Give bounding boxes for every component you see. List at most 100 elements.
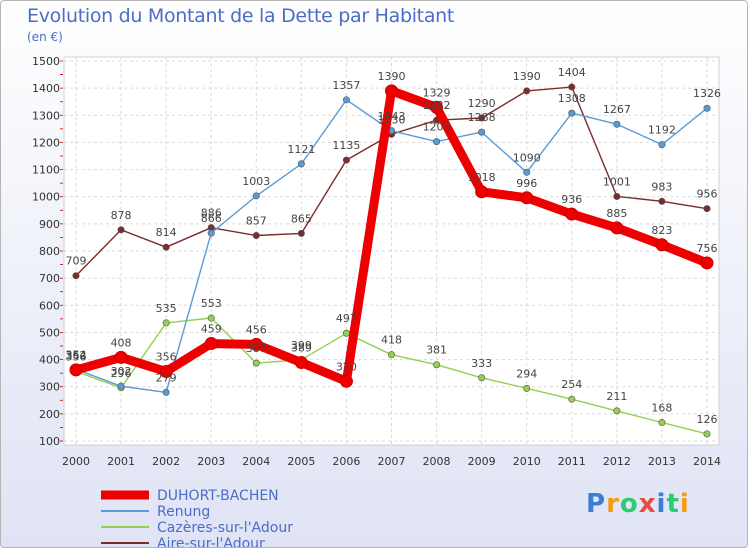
y-tick-label: 400 <box>39 354 60 367</box>
data-point <box>252 192 260 200</box>
data-label: 1018 <box>468 171 496 184</box>
data-point <box>700 256 714 270</box>
data-point <box>159 365 173 379</box>
data-label: 1230 <box>378 113 406 126</box>
x-tick-label: 2009 <box>468 455 496 468</box>
data-label: 1308 <box>558 92 586 105</box>
data-point <box>162 388 170 396</box>
data-label: 823 <box>651 224 672 237</box>
x-tick-label: 2006 <box>332 455 360 468</box>
data-point <box>610 221 624 235</box>
y-tick-label: 1500 <box>32 55 60 68</box>
data-label: 1290 <box>468 97 496 110</box>
data-label: 381 <box>426 344 447 357</box>
x-tick-label: 2001 <box>107 455 135 468</box>
logo-letter: i <box>656 489 667 519</box>
x-tick-label: 2014 <box>693 455 721 468</box>
data-point <box>162 243 170 251</box>
data-label: 333 <box>471 357 492 370</box>
data-label: 1404 <box>558 66 586 79</box>
data-point <box>568 83 576 91</box>
data-point <box>703 205 711 213</box>
x-tick-label: 2012 <box>603 455 631 468</box>
data-point <box>339 374 353 388</box>
data-point <box>69 363 83 377</box>
data-point <box>613 192 621 200</box>
x-tick-label: 2013 <box>648 455 676 468</box>
data-label: 354 <box>66 348 87 361</box>
x-tick-label: 2004 <box>242 455 270 468</box>
legend-label: Cazères-sur-l'Adour <box>157 520 293 536</box>
data-label: 211 <box>606 390 627 403</box>
data-label: 399 <box>291 339 312 352</box>
x-tick-label: 2000 <box>62 455 90 468</box>
data-label: 1243 <box>378 110 406 123</box>
x-tick-label: 2003 <box>197 455 225 468</box>
data-point <box>72 272 80 280</box>
logo-letter: P <box>586 489 607 519</box>
data-label: 1001 <box>603 175 631 188</box>
data-label: 356 <box>66 351 87 364</box>
data-point <box>385 84 398 98</box>
y-tick-label: 100 <box>39 435 60 448</box>
data-point <box>655 238 669 252</box>
legend-label: Aire-sur-l'Adour <box>157 536 265 548</box>
data-point <box>478 114 486 122</box>
data-label: 1390 <box>378 70 406 83</box>
legend-label: DUHORT-BACHEN <box>157 488 279 504</box>
data-point <box>252 359 260 367</box>
logo-letter: r <box>606 489 620 519</box>
data-label: 1267 <box>603 103 631 116</box>
data-point <box>478 374 486 382</box>
data-point <box>204 337 218 351</box>
x-tick-label: 2005 <box>287 455 315 468</box>
data-point <box>658 141 666 149</box>
data-label: 1329 <box>423 86 451 99</box>
data-point <box>117 226 125 234</box>
data-label: 497 <box>336 312 357 325</box>
data-point <box>162 319 170 327</box>
data-point <box>207 229 215 237</box>
data-label: 362 <box>66 349 87 362</box>
y-tick-label: 1200 <box>32 136 60 149</box>
data-label: 1203 <box>423 121 451 134</box>
data-label: 168 <box>651 402 672 415</box>
data-label: 254 <box>561 378 582 391</box>
data-label: 1192 <box>648 124 676 137</box>
logo-letter: t <box>666 489 680 519</box>
x-tick-label: 2011 <box>558 455 586 468</box>
data-point <box>430 100 444 114</box>
data-point <box>342 96 350 104</box>
data-point <box>523 384 531 392</box>
data-point <box>252 232 260 240</box>
data-label: 1135 <box>332 139 360 152</box>
data-label: 756 <box>697 242 718 255</box>
data-point <box>342 329 350 337</box>
data-point <box>207 314 215 322</box>
y-tick-label: 800 <box>39 245 60 258</box>
data-label: 356 <box>156 351 177 364</box>
data-point <box>433 138 441 146</box>
chart-title: Evolution du Montant de la Dette par Hab… <box>27 5 455 27</box>
data-point <box>297 160 305 168</box>
data-point <box>658 419 666 427</box>
proxiti-logo: Proxiti <box>586 489 690 519</box>
data-label: 996 <box>516 177 537 190</box>
data-label: 885 <box>606 207 627 220</box>
data-point <box>433 361 441 369</box>
y-tick-label: 1400 <box>32 82 60 95</box>
data-label: 709 <box>66 255 87 268</box>
y-tick-label: 300 <box>39 381 60 394</box>
x-tick-label: 2007 <box>378 455 406 468</box>
data-label: 983 <box>651 180 672 193</box>
data-label: 387 <box>246 342 267 355</box>
data-label: 320 <box>336 360 357 373</box>
data-label: 1121 <box>287 143 315 156</box>
data-label: 1357 <box>332 79 360 92</box>
chart-subtitle: (en €) <box>27 30 63 44</box>
data-point <box>703 104 711 112</box>
x-tick-label: 2002 <box>152 455 180 468</box>
data-label: 296 <box>111 367 132 380</box>
legend-label: Renung <box>157 504 210 520</box>
